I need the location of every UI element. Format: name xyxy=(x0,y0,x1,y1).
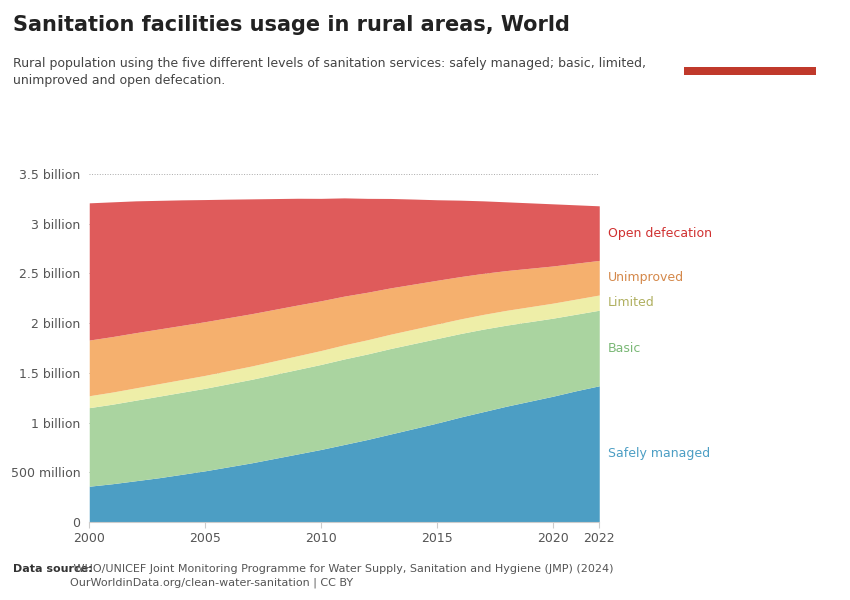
Text: Unimproved: Unimproved xyxy=(608,271,684,284)
Text: Limited: Limited xyxy=(608,296,654,309)
Text: WHO/UNICEF Joint Monitoring Programme for Water Supply, Sanitation and Hygiene (: WHO/UNICEF Joint Monitoring Programme fo… xyxy=(70,564,613,589)
Text: Basic: Basic xyxy=(608,341,641,355)
Text: Our World: Our World xyxy=(720,25,779,35)
Text: Safely managed: Safely managed xyxy=(608,448,710,460)
Text: Data source:: Data source: xyxy=(13,564,93,574)
Text: Sanitation facilities usage in rural areas, World: Sanitation facilities usage in rural are… xyxy=(13,15,570,35)
Text: Rural population using the five different levels of sanitation services: safely : Rural population using the five differen… xyxy=(13,57,646,87)
Bar xyxy=(684,67,816,75)
Text: Open defecation: Open defecation xyxy=(608,227,711,239)
Text: in Data: in Data xyxy=(728,44,772,53)
